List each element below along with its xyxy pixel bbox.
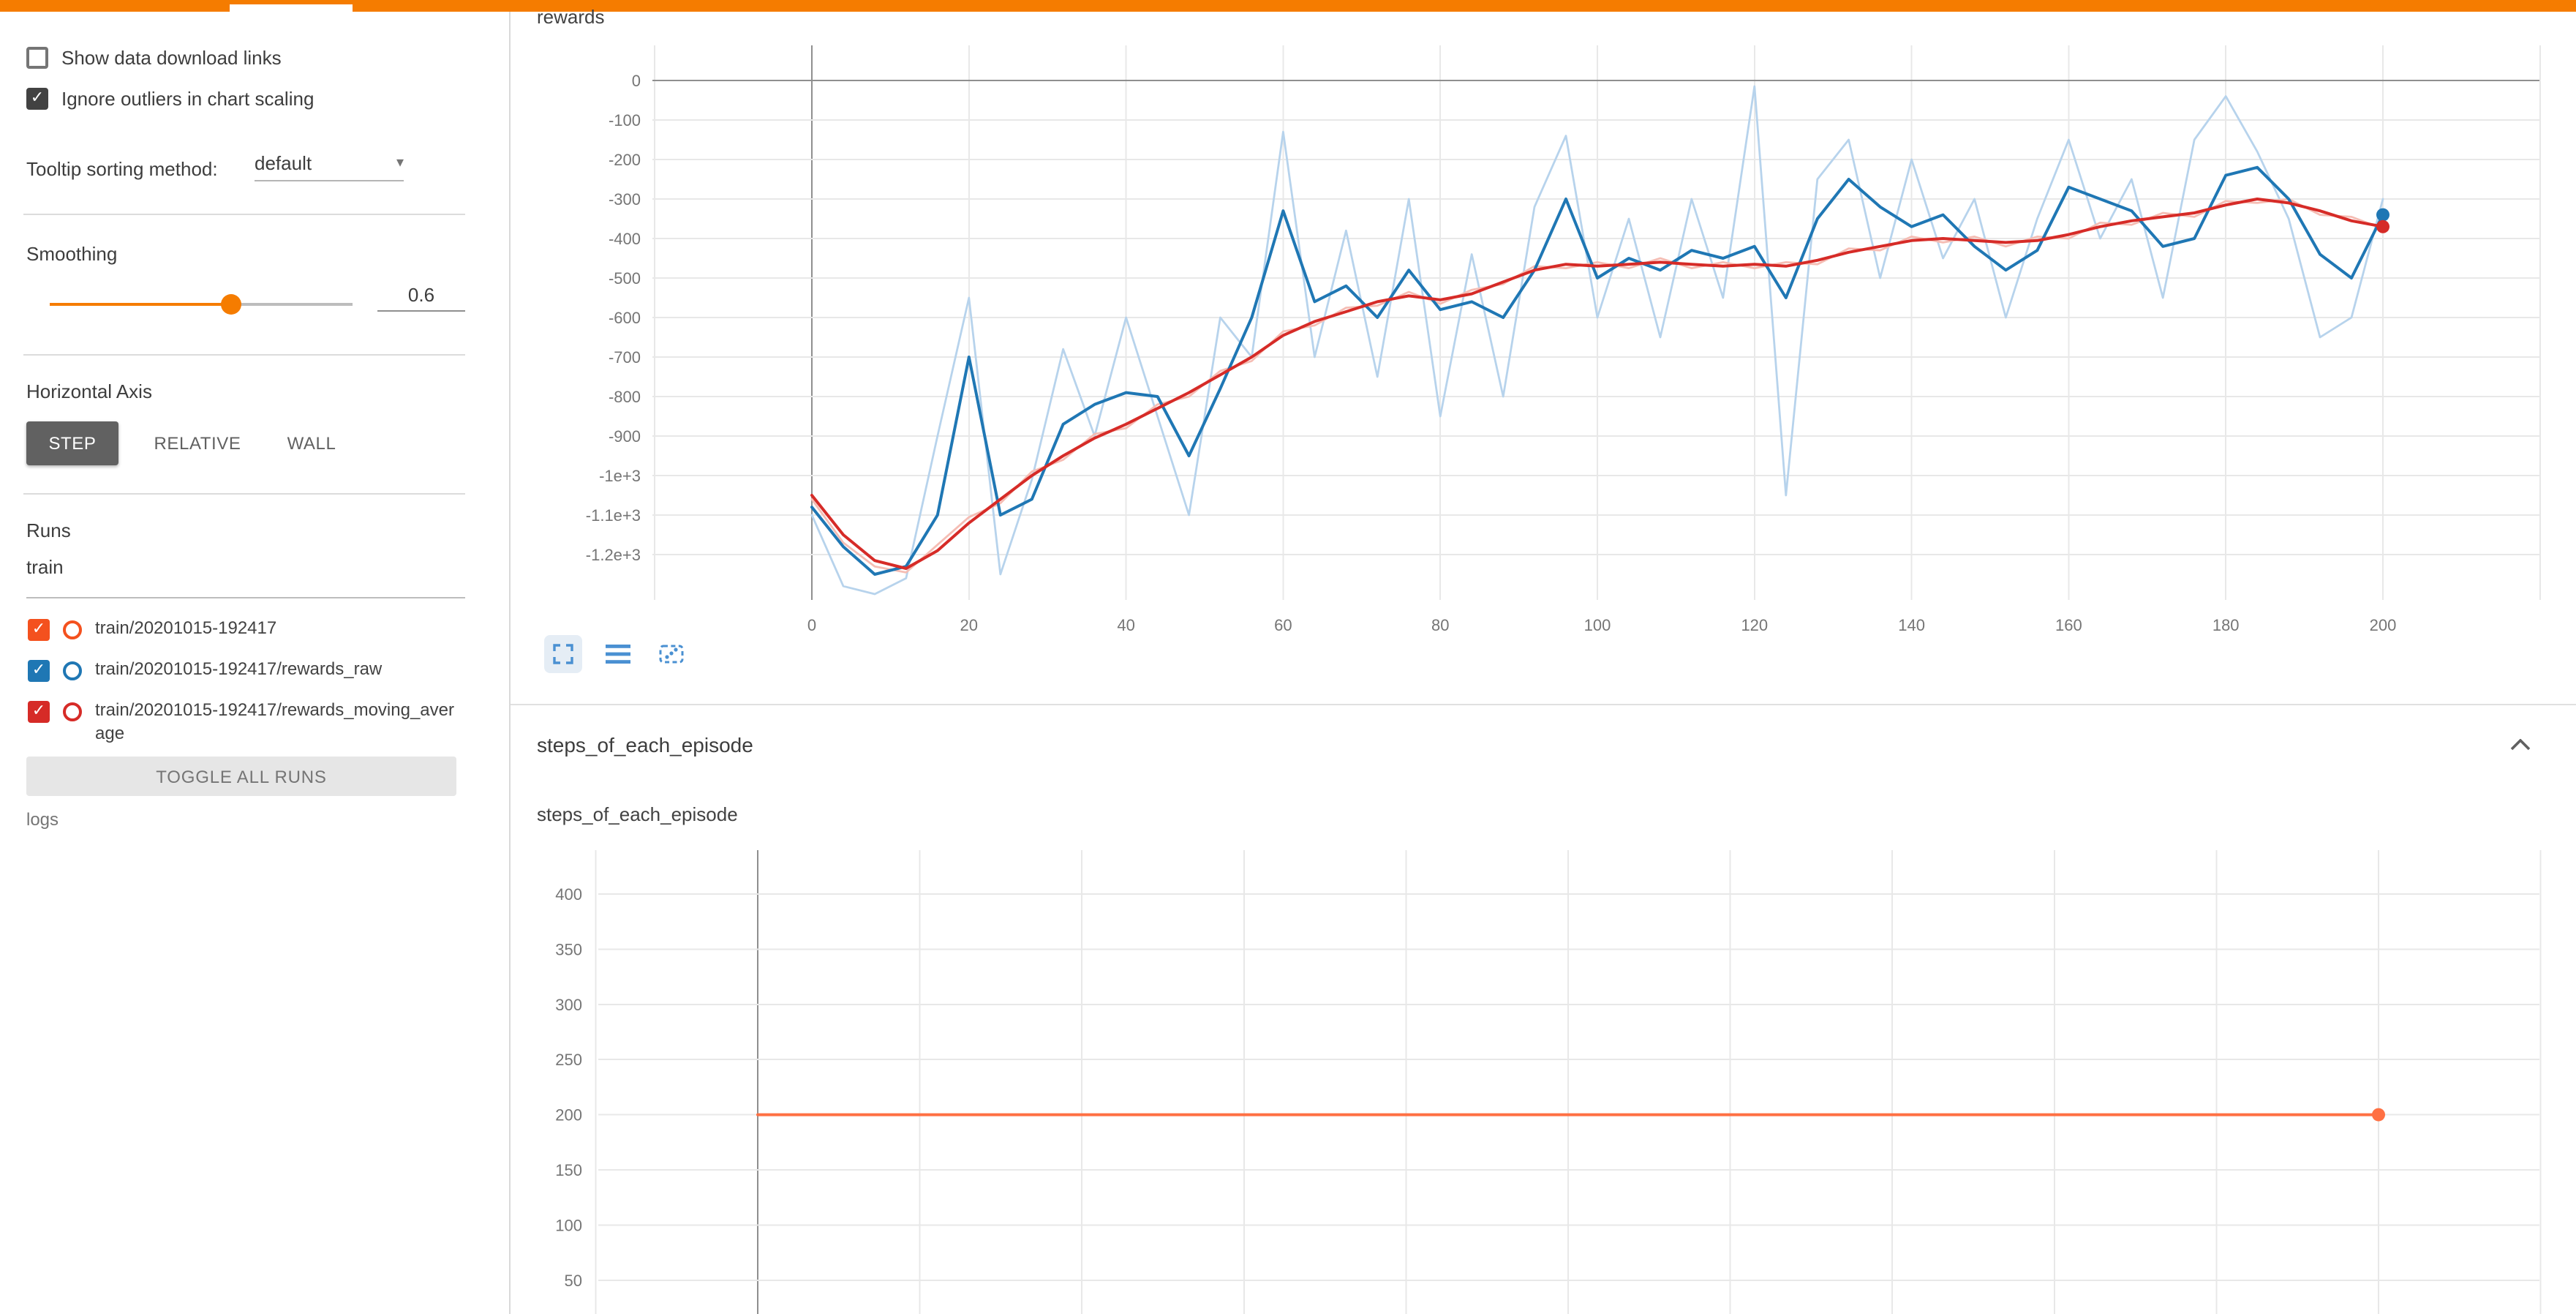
svg-text:-800: -800 xyxy=(609,388,641,406)
svg-text:200: 200 xyxy=(555,1106,582,1125)
svg-text:-300: -300 xyxy=(609,190,641,209)
svg-text:40: 40 xyxy=(1117,616,1134,634)
runs-group-logs-label: logs xyxy=(26,809,59,830)
checkbox-label: Ignore outliers in chart scaling xyxy=(61,88,315,110)
axis-relative-button[interactable]: RELATIVE xyxy=(139,421,256,465)
run-color-radio-icon[interactable] xyxy=(63,620,82,639)
svg-text:-400: -400 xyxy=(609,230,641,248)
steps-chart-title: steps_of_each_episode xyxy=(537,803,738,825)
svg-text:-700: -700 xyxy=(609,348,641,367)
run-item[interactable]: ✓ train/20201015-192417/rewards_moving_a… xyxy=(28,699,464,745)
run-label: train/20201015-192417 xyxy=(95,617,277,638)
svg-text:-200: -200 xyxy=(609,151,641,169)
run-item[interactable]: ✓ train/20201015-192417 xyxy=(28,617,464,641)
section-title: steps_of_each_episode xyxy=(537,733,753,757)
chevron-down-icon: ▾ xyxy=(396,155,404,171)
svg-text:-500: -500 xyxy=(609,269,641,288)
svg-text:-1e+3: -1e+3 xyxy=(599,467,641,485)
show-data-download-links-checkbox[interactable]: Show data download links xyxy=(26,47,282,69)
run-color-radio-icon[interactable] xyxy=(63,702,82,721)
run-checkbox-icon[interactable]: ✓ xyxy=(28,619,50,641)
run-item[interactable]: ✓ train/20201015-192417/rewards_raw xyxy=(28,658,464,682)
collapse-section-button[interactable] xyxy=(2503,727,2538,762)
run-checkbox-icon[interactable]: ✓ xyxy=(28,701,50,723)
svg-text:-900: -900 xyxy=(609,427,641,446)
rewards-line-chart[interactable]: 0 -100 -200 -300 -400 -500 -600 -700 -800 -900 -1e… xyxy=(534,32,2567,639)
svg-text:120: 120 xyxy=(1741,616,1768,634)
svg-text:-100: -100 xyxy=(609,111,641,129)
sidebar-divider xyxy=(23,214,465,215)
svg-text:350: 350 xyxy=(555,940,582,958)
data-table-icon[interactable] xyxy=(598,635,636,673)
svg-text:100: 100 xyxy=(555,1216,582,1234)
svg-text:250: 250 xyxy=(555,1051,582,1069)
steps-line-chart[interactable]: 400 350 300 250 200 150 100 50 xyxy=(534,838,2567,1314)
smoothing-slider[interactable] xyxy=(50,293,353,316)
sidebar-divider xyxy=(23,493,465,495)
tooltip-sorting-label: Tooltip sorting method: xyxy=(26,158,218,180)
chevron-up-icon xyxy=(2510,739,2531,751)
sidebar: Show data download links ✓ Ignore outlie… xyxy=(0,12,511,1314)
slider-thumb-icon[interactable] xyxy=(221,294,241,315)
checkbox-checked-icon: ✓ xyxy=(26,88,48,110)
svg-text:0: 0 xyxy=(632,72,641,90)
tooltip-sorting-select[interactable]: default ▾ xyxy=(255,152,404,181)
app-header-bar xyxy=(0,0,2576,12)
steps-section-header[interactable]: steps_of_each_episode xyxy=(537,723,2561,767)
horizontal-axis-label: Horizontal Axis xyxy=(26,380,152,402)
main-content: rewards 0 -100 -200 -300 -400 -500 -600 -700 -80… xyxy=(511,6,2576,1314)
run-color-radio-icon[interactable] xyxy=(63,661,82,680)
toggle-all-runs-button[interactable]: TOGGLE ALL RUNS xyxy=(26,757,456,796)
svg-text:80: 80 xyxy=(1431,616,1449,634)
run-label: train/20201015-192417/rewards_raw xyxy=(95,658,383,679)
axis-wall-button[interactable]: WALL xyxy=(271,421,353,465)
svg-text:160: 160 xyxy=(2055,616,2082,634)
slider-fill xyxy=(50,303,231,306)
smoothing-value-input[interactable]: 0.6 xyxy=(377,284,465,312)
svg-text:300: 300 xyxy=(555,996,582,1014)
svg-text:140: 140 xyxy=(1898,616,1925,634)
svg-text:0: 0 xyxy=(807,616,816,634)
svg-text:180: 180 xyxy=(2212,616,2240,634)
expand-chart-icon[interactable] xyxy=(544,635,582,673)
svg-text:-1.2e+3: -1.2e+3 xyxy=(586,546,641,564)
svg-text:150: 150 xyxy=(555,1161,582,1179)
svg-text:20: 20 xyxy=(960,616,978,634)
checkbox-unchecked-icon xyxy=(26,47,48,69)
svg-text:-1.1e+3: -1.1e+3 xyxy=(586,506,641,525)
svg-text:100: 100 xyxy=(1584,616,1611,634)
svg-text:50: 50 xyxy=(565,1272,582,1290)
svg-text:60: 60 xyxy=(1274,616,1292,634)
axis-step-button[interactable]: STEP xyxy=(26,421,118,465)
smoothing-label: Smoothing xyxy=(26,243,118,265)
section-divider xyxy=(511,704,2576,705)
run-label: train/20201015-192417/rewards_moving_ave… xyxy=(95,699,454,743)
checkbox-label: Show data download links xyxy=(61,47,282,69)
svg-text:200: 200 xyxy=(2370,616,2397,634)
ignore-outliers-checkbox[interactable]: ✓ Ignore outliers in chart scaling xyxy=(26,88,314,110)
svg-text:-600: -600 xyxy=(609,309,641,327)
svg-text:400: 400 xyxy=(555,885,582,904)
rewards-chart-title: rewards xyxy=(537,6,605,28)
runs-label: Runs xyxy=(26,519,71,541)
runs-filter-input[interactable]: train xyxy=(26,556,465,598)
fit-domain-icon[interactable] xyxy=(652,635,690,673)
active-tab-indicator xyxy=(230,4,353,12)
chart-toolbar xyxy=(544,635,690,673)
sidebar-divider xyxy=(23,354,465,356)
tooltip-sorting-value: default xyxy=(255,152,312,174)
run-checkbox-icon[interactable]: ✓ xyxy=(28,660,50,682)
